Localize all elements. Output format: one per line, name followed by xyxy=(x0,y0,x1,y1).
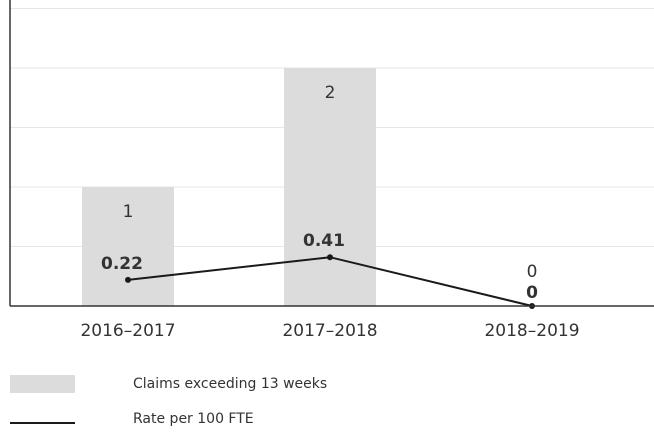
bar-value-label: 0 xyxy=(527,262,538,282)
line-value-label: 0.22 xyxy=(101,254,143,274)
bar xyxy=(284,68,376,306)
line-value-label: 0.41 xyxy=(303,231,345,251)
bar xyxy=(82,187,174,306)
bar-value-label: 1 xyxy=(123,202,134,222)
line-point xyxy=(327,254,333,261)
line-point xyxy=(125,276,131,283)
bar-value-label: 2 xyxy=(325,83,336,103)
legend-swatch xyxy=(10,375,75,393)
x-tick-label: 2016–2017 xyxy=(80,321,175,341)
legend-label: Rate per 100 FTE xyxy=(133,411,254,427)
line-value-label: 0 xyxy=(526,283,538,303)
x-tick-label: 2018–2019 xyxy=(484,321,579,341)
x-tick-label: 2017–2018 xyxy=(282,321,377,341)
legend-label: Claims exceeding 13 weeks xyxy=(133,376,327,392)
